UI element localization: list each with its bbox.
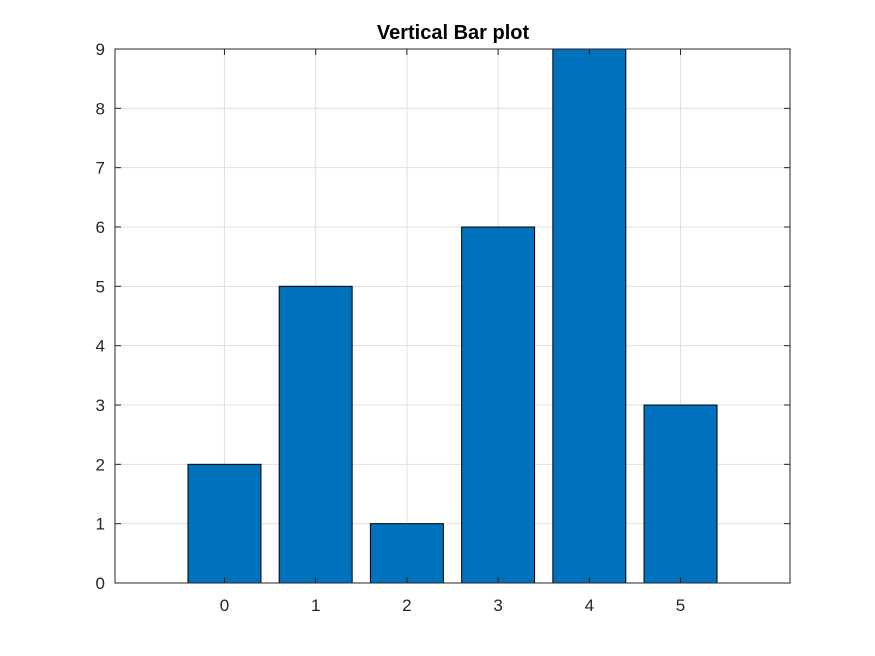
axes-box bbox=[114, 48, 791, 584]
x-tick-label: 0 bbox=[220, 596, 229, 615]
axes bbox=[114, 48, 791, 584]
x-tick-label: 5 bbox=[676, 596, 685, 615]
y-tick-label: 8 bbox=[96, 99, 105, 118]
y-tick-label: 9 bbox=[96, 40, 105, 59]
bar-2 bbox=[369, 523, 444, 584]
x-tick-label: 2 bbox=[402, 596, 411, 615]
bars bbox=[187, 48, 718, 584]
y-tick-label: 1 bbox=[96, 515, 105, 534]
y-tick-label: 3 bbox=[96, 396, 105, 415]
y-tick-label: 7 bbox=[96, 159, 105, 178]
bar-3 bbox=[461, 226, 536, 584]
bar-4 bbox=[552, 48, 627, 584]
y-tick-label: 0 bbox=[96, 574, 105, 593]
y-tick-label: 6 bbox=[96, 218, 105, 237]
bar-1 bbox=[278, 285, 353, 584]
x-tick-label: 1 bbox=[311, 596, 320, 615]
bar-0 bbox=[187, 463, 262, 584]
y-tick-label: 2 bbox=[96, 455, 105, 474]
y-tick-label: 4 bbox=[96, 337, 105, 356]
chart-title: Vertical Bar plot bbox=[377, 22, 530, 44]
bar-5 bbox=[643, 404, 718, 584]
tick-labels: 0 1 2 3 4 5 6 7 8 9 0 1 2 3 4 5 bbox=[96, 40, 686, 615]
x-tick-label: 4 bbox=[585, 596, 594, 615]
y-tick-label: 5 bbox=[96, 277, 105, 296]
x-tick-label: 3 bbox=[493, 596, 502, 615]
